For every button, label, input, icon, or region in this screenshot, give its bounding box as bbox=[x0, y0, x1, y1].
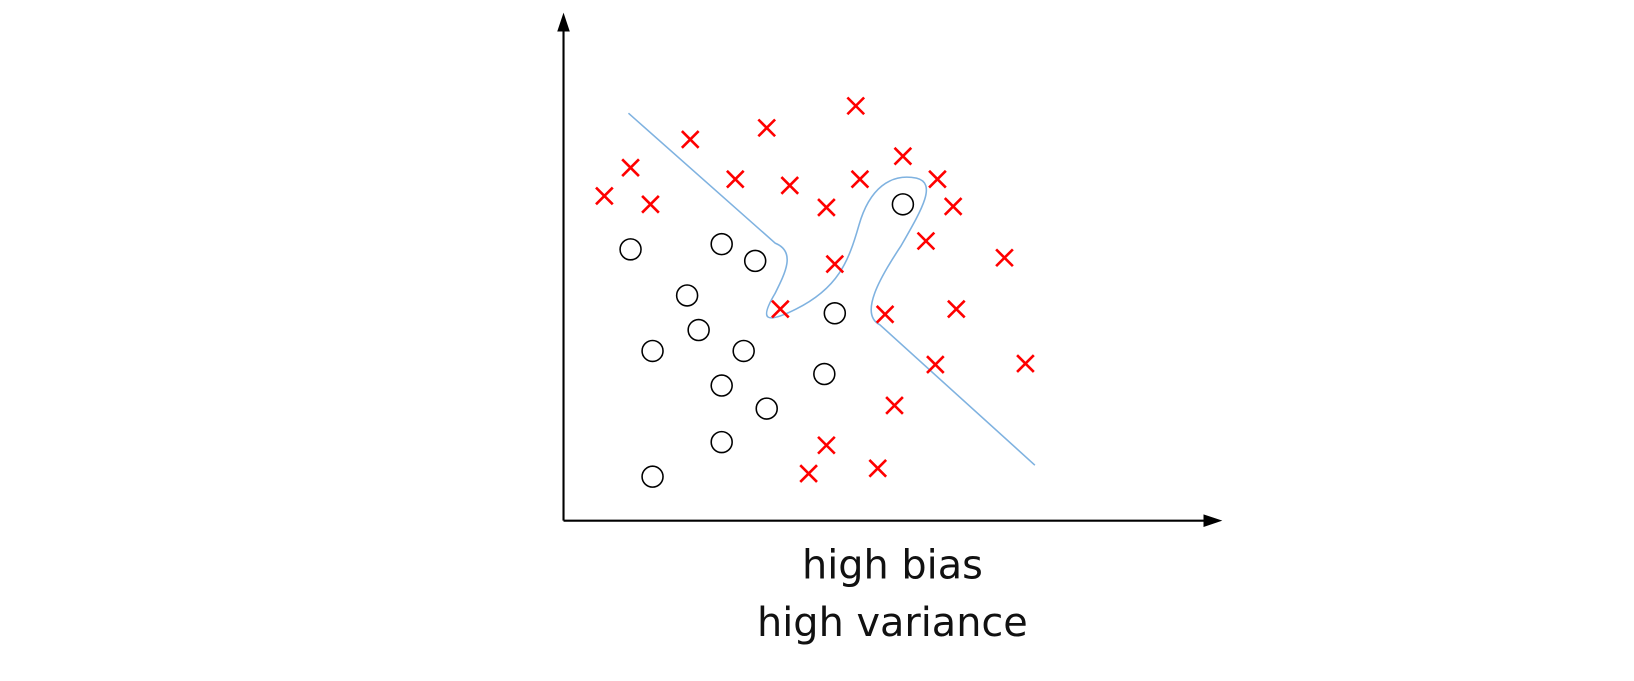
circle-point bbox=[641, 465, 664, 488]
cross-point bbox=[926, 355, 945, 374]
circle-point bbox=[743, 249, 767, 273]
cross-point bbox=[757, 118, 777, 138]
caption-line: high variance bbox=[757, 600, 1028, 646]
cross-point bbox=[846, 96, 866, 116]
cross-point bbox=[725, 169, 745, 189]
points bbox=[595, 96, 1035, 488]
axes bbox=[562, 29, 1207, 522]
cross-point bbox=[943, 197, 963, 216]
cross-point bbox=[680, 130, 700, 149]
y-arrow bbox=[557, 12, 570, 32]
cross-point bbox=[595, 186, 614, 206]
caption-line: high bias bbox=[802, 542, 983, 588]
cross-point bbox=[868, 458, 888, 478]
cross-point bbox=[947, 299, 966, 319]
cross-point bbox=[995, 248, 1014, 268]
decision-boundary bbox=[627, 112, 1036, 466]
cross-point bbox=[850, 169, 870, 189]
circle-point bbox=[641, 339, 664, 363]
cross-point bbox=[817, 198, 836, 217]
circle-point bbox=[755, 397, 778, 420]
cross-point bbox=[1016, 354, 1035, 373]
circle-point bbox=[710, 430, 733, 454]
circle-point bbox=[710, 232, 733, 256]
circle-point bbox=[891, 193, 915, 216]
x-arrow bbox=[1203, 514, 1223, 527]
cross-point bbox=[916, 231, 936, 251]
cross-point bbox=[799, 464, 818, 483]
cross-point bbox=[817, 435, 836, 455]
cross-point bbox=[771, 299, 790, 319]
circle-point bbox=[687, 318, 710, 342]
cross-point bbox=[780, 176, 800, 195]
cross-point bbox=[875, 305, 895, 324]
circle-point bbox=[823, 302, 847, 325]
circle-point bbox=[732, 339, 755, 363]
cross-point bbox=[641, 195, 660, 214]
circle-point bbox=[619, 238, 642, 261]
cross-point bbox=[893, 146, 913, 166]
circle-point bbox=[813, 362, 836, 386]
circle-point bbox=[675, 284, 699, 307]
cross-point bbox=[885, 396, 904, 415]
cross-point bbox=[621, 158, 640, 177]
cross-point bbox=[825, 254, 845, 274]
circle-point bbox=[710, 374, 733, 397]
cross-point bbox=[928, 169, 947, 189]
